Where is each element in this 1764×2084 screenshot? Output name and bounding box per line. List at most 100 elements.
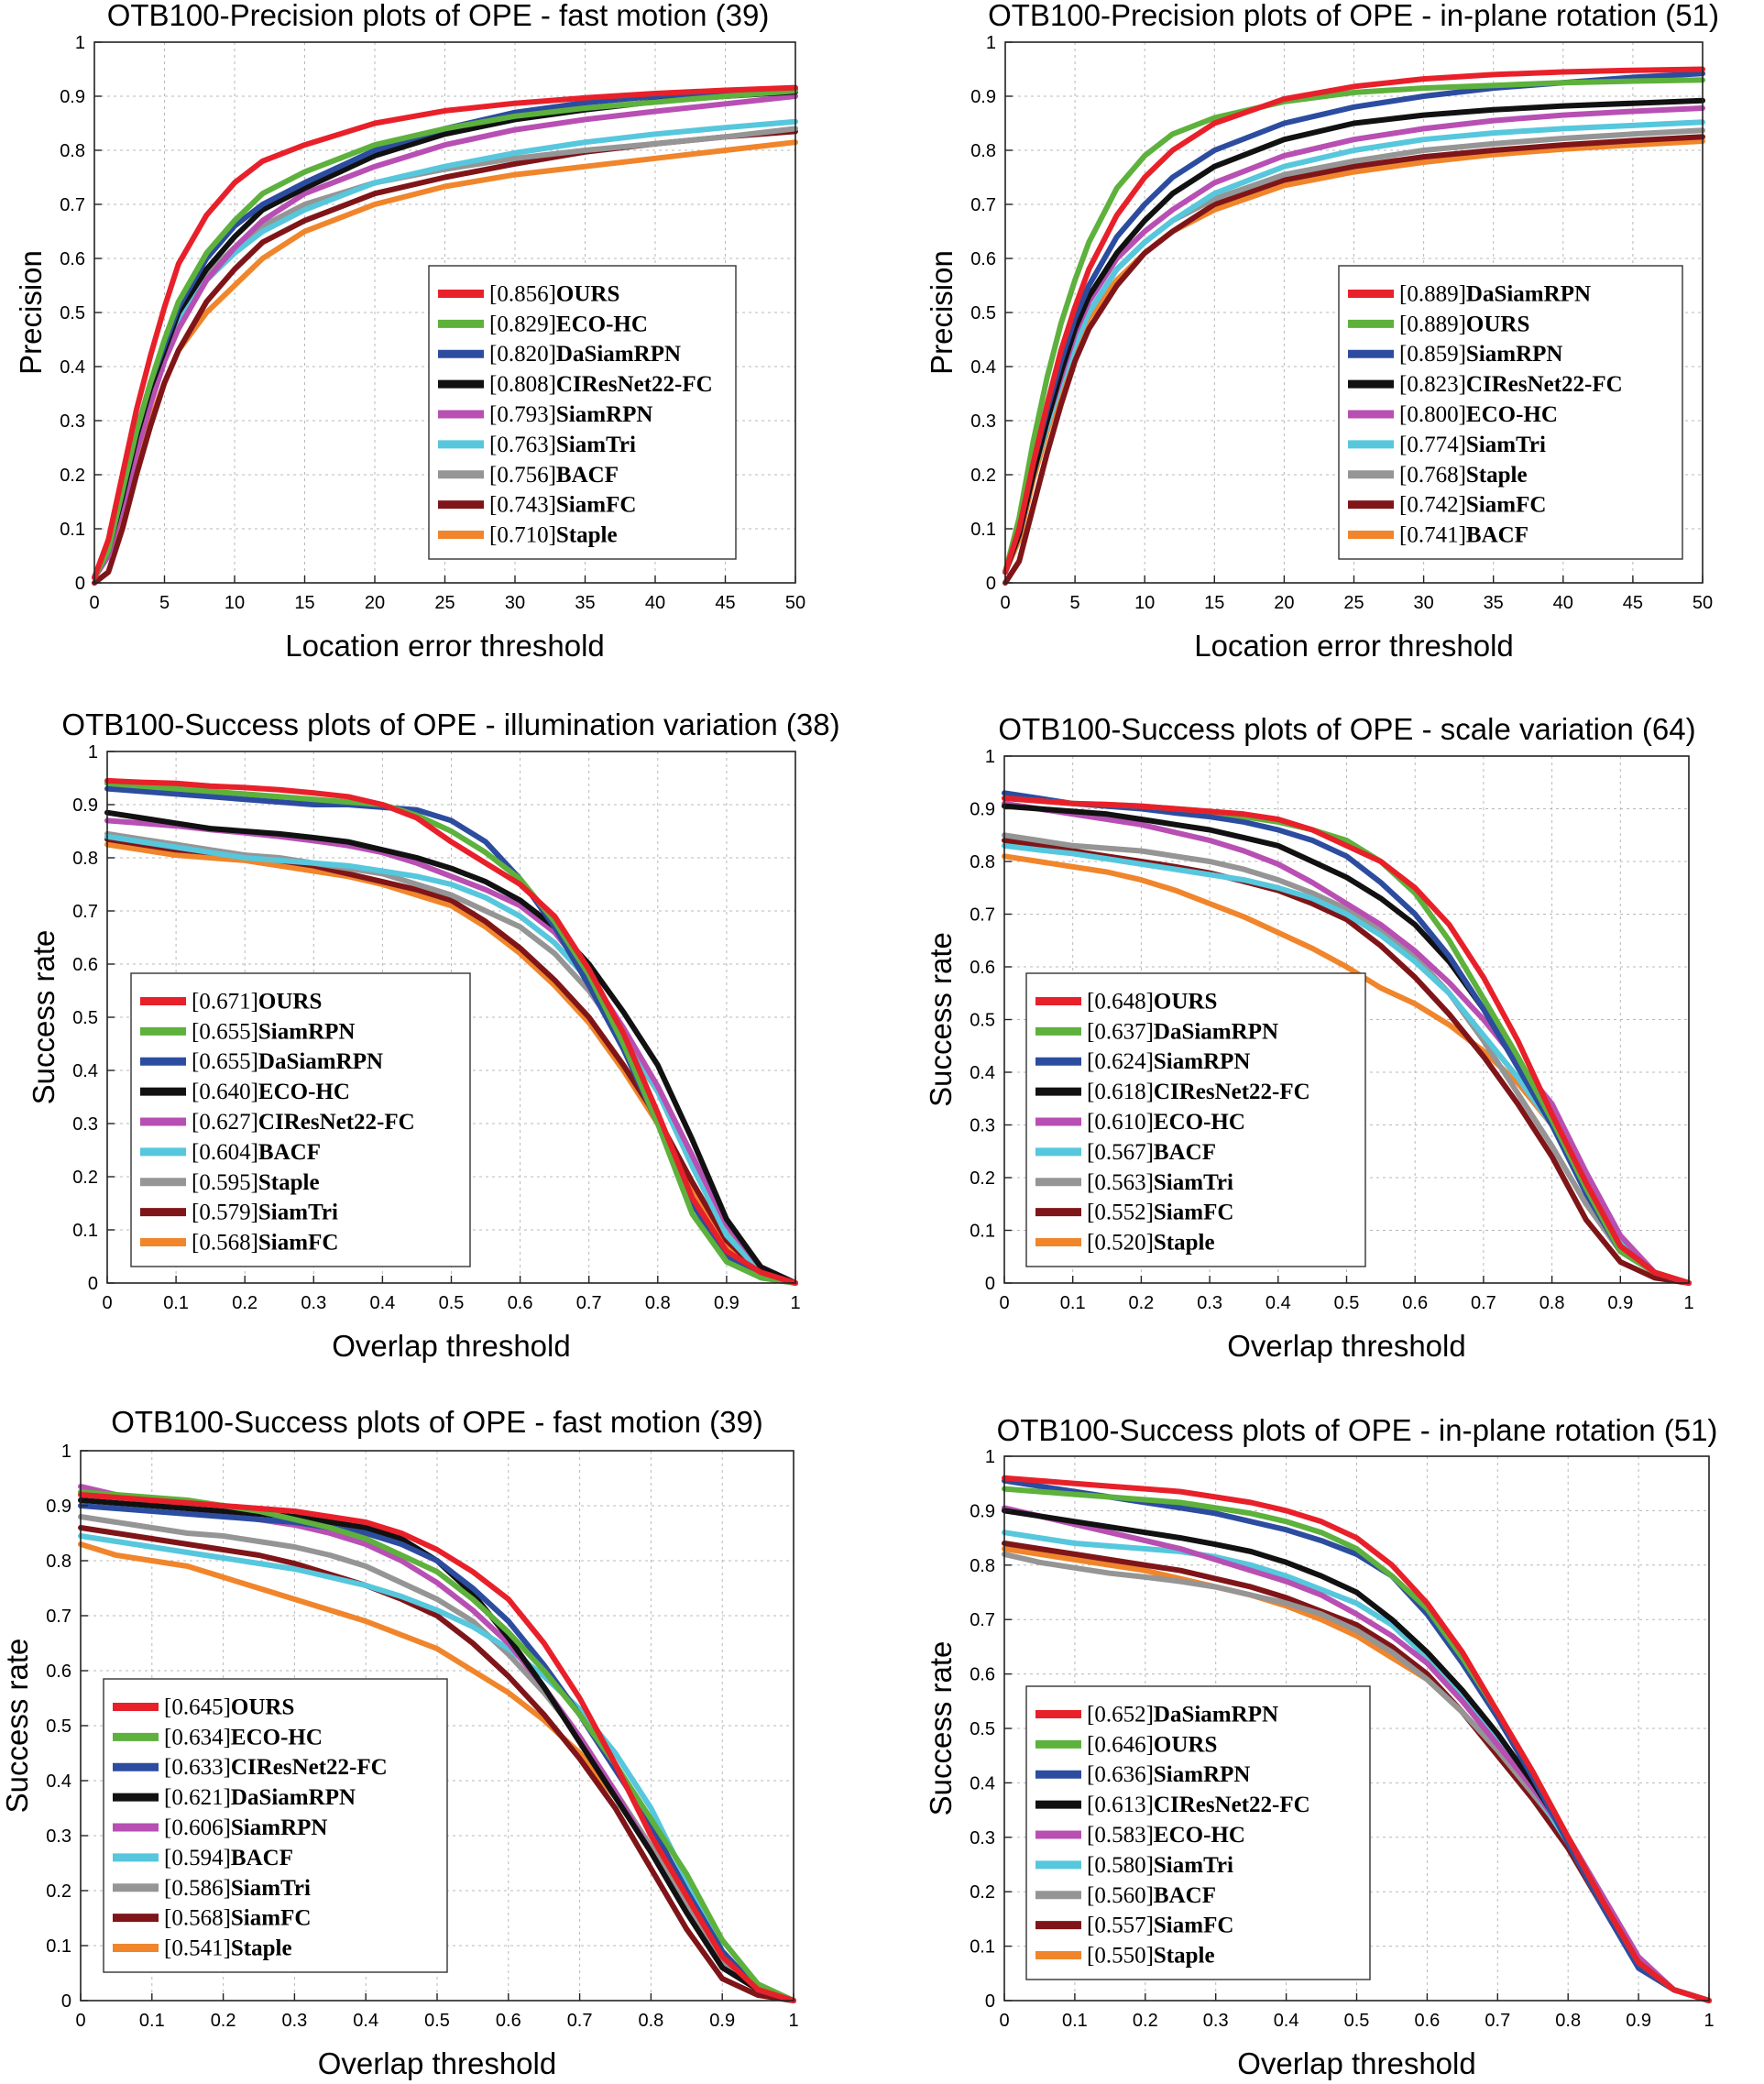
x-tick-label: 0 xyxy=(102,1293,112,1313)
y-tick-label: 0.1 xyxy=(60,520,85,540)
legend-score: [0.742] xyxy=(1399,493,1466,518)
x-tick-label: 0.9 xyxy=(714,1293,740,1313)
legend-entry: [0.634]ECO-HC xyxy=(164,1725,323,1749)
legend-score: [0.645] xyxy=(164,1695,231,1719)
x-tick-label: 0.7 xyxy=(1471,1293,1496,1313)
y-tick-label: 0.2 xyxy=(72,1168,98,1188)
x-tick-label: 0 xyxy=(75,2011,85,2031)
legend-entry: [0.610]ECO-HC xyxy=(1087,1110,1245,1135)
legend-score: [0.594] xyxy=(164,1846,231,1870)
x-tick-label: 0.1 xyxy=(139,2011,165,2031)
legend-entry: [0.793]SiamRPN xyxy=(489,402,652,427)
legend-tracker-name: CIResNet22-FC xyxy=(1466,372,1623,397)
x-tick-label: 1 xyxy=(1683,1293,1693,1313)
y-tick-label: 0.6 xyxy=(970,249,996,269)
series-line-siamtri xyxy=(78,1514,796,2003)
legend-score: [0.552] xyxy=(1087,1201,1154,1225)
legend-score: [0.604] xyxy=(192,1140,258,1165)
x-tick-label: 40 xyxy=(1553,593,1573,613)
y-tick-label: 0.4 xyxy=(72,1061,98,1081)
x-tick-label: 0.2 xyxy=(1133,2011,1158,2031)
chart-title: OTB100-Precision plots of OPE - fast mot… xyxy=(107,0,770,32)
x-axis-label: Overlap threshold xyxy=(1237,2046,1475,2080)
y-axis-label: Precision xyxy=(14,250,48,375)
legend-box xyxy=(1338,265,1683,560)
y-tick-label: 0.1 xyxy=(46,1936,71,1957)
legend-tracker-name: SiamRPN xyxy=(556,402,653,427)
y-tick-label: 0.7 xyxy=(46,1607,71,1627)
legend-score: [0.710] xyxy=(489,523,556,548)
series-line-siamfc xyxy=(1003,134,1705,586)
legend-score: [0.820] xyxy=(489,342,556,367)
y-tick-label: 0.7 xyxy=(970,1610,995,1630)
y-tick-label: 1 xyxy=(75,33,85,53)
legend-score: [0.583] xyxy=(1087,1823,1154,1848)
legend-score: [0.652] xyxy=(1087,1702,1154,1727)
series-line-ciresnet22-fc xyxy=(78,1503,796,2003)
x-tick-label: 0.8 xyxy=(645,1293,671,1313)
legend-tracker-name: SiamTri xyxy=(258,1201,338,1225)
y-tick-label: 0.1 xyxy=(970,1937,995,1958)
x-tick-label: 0.3 xyxy=(301,1293,326,1313)
legend-box xyxy=(130,972,471,1267)
legend-entry: [0.774]SiamTri xyxy=(1399,433,1546,457)
legend-tracker-name: SiamTri xyxy=(231,1876,311,1901)
x-tick-label: 0.8 xyxy=(1539,1293,1565,1313)
legend-tracker-name: SiamFC xyxy=(1154,1201,1234,1225)
legend-entry: [0.604]BACF xyxy=(192,1140,321,1165)
y-tick-label: 0.1 xyxy=(970,520,996,540)
y-axis-label: Success rate xyxy=(924,932,958,1107)
x-tick-label: 15 xyxy=(1204,593,1224,613)
x-tick-label: 0.1 xyxy=(1060,1293,1086,1313)
x-tick-label: 1 xyxy=(788,2011,798,2031)
legend-tracker-name: SiamRPN xyxy=(231,1815,328,1840)
x-tick-label: 0.6 xyxy=(1402,1293,1428,1313)
x-tick-label: 45 xyxy=(715,593,735,613)
legend-tracker-name: SiamTri xyxy=(1154,1170,1233,1195)
x-tick-label: 5 xyxy=(1070,593,1080,613)
x-tick-label: 0.4 xyxy=(369,1293,395,1313)
legend-tracker-name: SiamTri xyxy=(1154,1853,1233,1878)
legend-tracker-name: OURS xyxy=(258,989,322,1014)
legend-score: [0.633] xyxy=(164,1755,231,1780)
legend-entry: [0.636]SiamRPN xyxy=(1087,1762,1250,1787)
legend-entry: [0.655]SiamRPN xyxy=(192,1019,355,1044)
x-tick-label: 0.3 xyxy=(281,2011,307,2031)
legend-entry: [0.645]OURS xyxy=(164,1695,294,1719)
y-tick-label: 0.5 xyxy=(970,1011,995,1031)
legend-score: [0.567] xyxy=(1087,1140,1154,1165)
y-tick-label: 0.9 xyxy=(72,795,98,816)
legend-entry: [0.800]ECO-HC xyxy=(1399,402,1558,427)
legend-tracker-name: SiamFC xyxy=(556,493,637,518)
y-tick-label: 0.2 xyxy=(970,1882,995,1903)
legend-tracker-name: Staple xyxy=(231,1936,292,1961)
legend-tracker-name: CIResNet22-FC xyxy=(258,1110,415,1135)
x-tick-label: 0.2 xyxy=(211,2011,236,2031)
y-tick-label: 0 xyxy=(75,574,85,594)
y-tick-label: 0.4 xyxy=(46,1771,71,1792)
y-tick-label: 0.2 xyxy=(970,466,996,486)
legend-score: [0.655] xyxy=(192,1049,258,1074)
y-tick-label: 1 xyxy=(985,747,995,767)
y-axis-label: Success rate xyxy=(27,930,60,1105)
y-tick-label: 1 xyxy=(61,1442,71,1462)
legend-entry: [0.568]SiamFC xyxy=(164,1906,311,1931)
chart-title: OTB100-Success plots of OPE - fast motio… xyxy=(111,1405,763,1439)
x-tick-label: 0.5 xyxy=(439,1293,465,1313)
y-tick-label: 0.2 xyxy=(46,1881,71,1902)
y-tick-label: 0.6 xyxy=(60,249,85,269)
legend-entry: [0.595]Staple xyxy=(192,1170,320,1195)
legend-score: [0.793] xyxy=(489,402,556,427)
legend-score: [0.648] xyxy=(1087,989,1154,1014)
series-line-eco-hc xyxy=(92,88,798,581)
x-tick-label: 35 xyxy=(1484,593,1504,613)
x-tick-label: 0.1 xyxy=(163,1293,189,1313)
y-tick-label: 0.9 xyxy=(970,800,995,820)
legend-entry: [0.567]BACF xyxy=(1087,1140,1216,1165)
legend-entry: [0.618]CIResNet22-FC xyxy=(1087,1080,1310,1104)
legend-score: [0.636] xyxy=(1087,1762,1154,1787)
legend-score: [0.768] xyxy=(1399,463,1466,488)
legend-tracker-name: CIResNet22-FC xyxy=(556,372,713,397)
y-tick-label: 1 xyxy=(88,742,98,762)
legend-entry: [0.741]BACF xyxy=(1399,523,1528,548)
